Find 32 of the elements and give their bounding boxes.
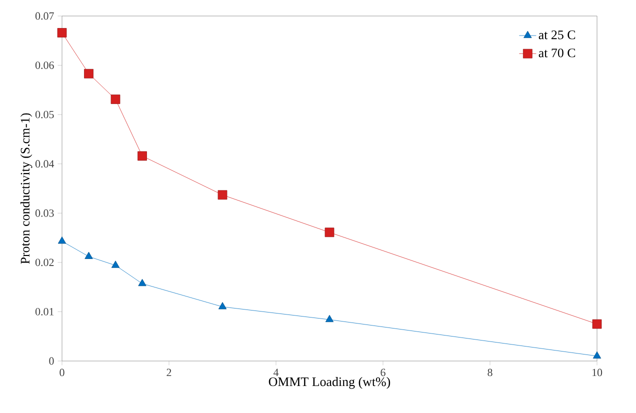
x-tick-label: 6	[380, 368, 386, 376]
point	[325, 314, 334, 322]
y-axis-title: Proton conductivity (S.cm-1)	[20, 113, 32, 264]
y-tick-label: 0.03	[35, 209, 54, 217]
x-tick-label: 2	[166, 368, 172, 376]
point	[592, 319, 602, 329]
x-axis-title: OMMT Loading (wt%)	[268, 377, 390, 389]
point	[84, 68, 94, 78]
legend-label: at 25 C	[538, 30, 576, 40]
point	[138, 151, 147, 161]
y-tick-label: 0.02	[35, 258, 54, 266]
x-tick-label: 10	[592, 368, 602, 376]
point	[592, 351, 602, 359]
y-tick-label: 0.06	[35, 62, 54, 70]
y-tick-label: 0.05	[35, 110, 54, 118]
y-tick-label: 0.04	[35, 160, 54, 168]
point	[110, 94, 120, 104]
point	[218, 190, 228, 200]
x-tick-label: 0	[60, 368, 64, 376]
x-tick-label: 8	[488, 368, 492, 376]
legend-label: at 70 C	[538, 48, 576, 58]
y-tick-label: 0.01	[35, 308, 54, 316]
y-tick-label: 0	[49, 357, 54, 365]
point	[218, 302, 227, 310]
point	[138, 278, 146, 286]
point	[84, 252, 93, 259]
point	[58, 236, 66, 244]
y-tick-label: 0.07	[35, 12, 54, 20]
x-tick-label: 4	[273, 368, 279, 376]
point	[57, 28, 67, 38]
point	[111, 260, 120, 268]
point	[324, 228, 334, 238]
